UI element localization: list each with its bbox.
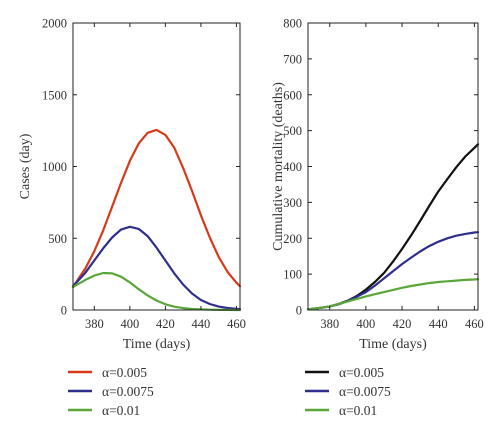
- x-tick-label: 440: [429, 317, 448, 331]
- x-tick-label: 420: [156, 317, 175, 331]
- legend-label: α=0.005: [339, 365, 384, 380]
- y-tick-label: 0: [296, 304, 302, 318]
- y-tick-label: 600: [283, 88, 302, 102]
- y-tick-label: 100: [283, 268, 302, 282]
- x-axis-label: Time (days): [123, 337, 191, 352]
- x-tick-label: 380: [320, 317, 339, 331]
- x-tick-label: 400: [120, 317, 139, 331]
- plot-frame-2: [307, 22, 479, 311]
- legend-label: α=0.01: [339, 403, 377, 418]
- y-tick-label: 500: [48, 232, 67, 246]
- series-line-2-1: [306, 143, 480, 311]
- y-tick-label: 1000: [42, 160, 67, 174]
- legend-label: α=0.005: [102, 365, 147, 380]
- legend-label: α=0.0075: [102, 384, 154, 399]
- y-tick-label: 700: [283, 52, 302, 66]
- y-tick-label: 400: [283, 160, 302, 174]
- series-line-2-2: [306, 231, 480, 311]
- x-tick-label: 440: [192, 317, 211, 331]
- series-line-1-1: [71, 128, 242, 289]
- x-tick-label: 460: [227, 317, 246, 331]
- y-axis-label: Cumulative mortality (deaths): [271, 82, 286, 251]
- y-tick-label: 0: [61, 304, 67, 318]
- y-tick-label: 800: [283, 17, 302, 31]
- x-tick-label: 460: [465, 317, 484, 331]
- y-tick-label: 200: [283, 232, 302, 246]
- y-axis-label: Cases (day): [18, 133, 33, 199]
- legend-label: α=0.01: [102, 403, 140, 418]
- y-tick-label: 300: [283, 196, 302, 210]
- legend-label: α=0.0075: [339, 384, 391, 399]
- x-tick-label: 400: [356, 317, 375, 331]
- series-line-1-2: [71, 225, 242, 311]
- x-axis-label: Time (days): [359, 337, 427, 352]
- y-tick-label: 1500: [42, 88, 67, 102]
- x-tick-label: 420: [393, 317, 412, 331]
- series-line-2-3: [306, 278, 480, 311]
- y-tick-label: 500: [283, 124, 302, 138]
- plot-frame-1: [72, 22, 241, 311]
- x-tick-label: 380: [85, 317, 104, 331]
- y-tick-label: 2000: [42, 17, 67, 31]
